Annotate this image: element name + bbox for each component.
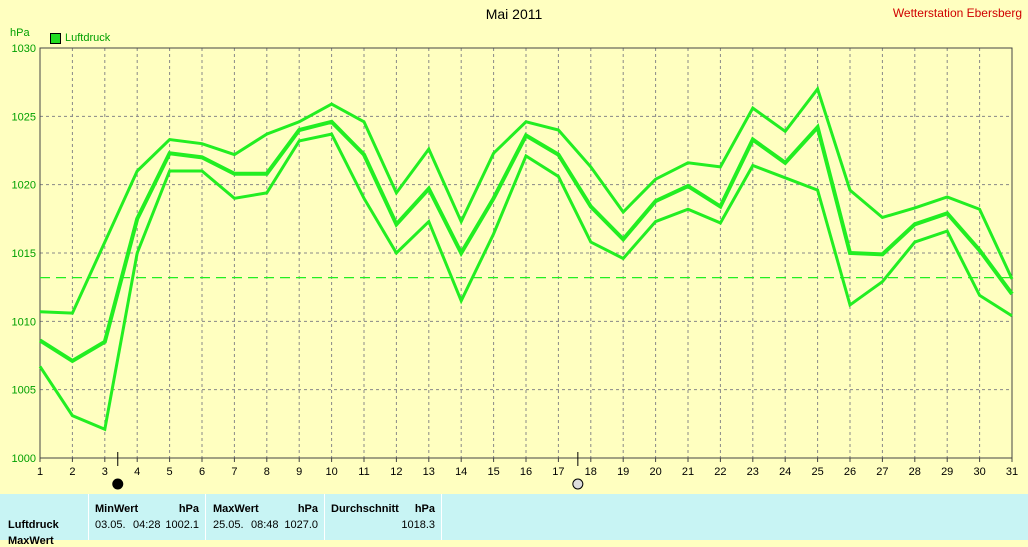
x-tick-label: 15 bbox=[487, 466, 499, 478]
x-tick-label: 1 bbox=[37, 466, 43, 478]
avg-stat-value: 1018.3 bbox=[401, 519, 435, 531]
y-tick-label: 1020 bbox=[12, 180, 36, 192]
y-tick-label: 1015 bbox=[12, 248, 36, 260]
min-stat-time: 04:28 bbox=[133, 519, 161, 531]
x-tick-label: 23 bbox=[747, 466, 759, 478]
x-tick-label: 3 bbox=[102, 466, 108, 478]
x-tick-label: 10 bbox=[325, 466, 337, 478]
x-tick-label: 29 bbox=[941, 466, 953, 478]
avg-stat-label: Durchschnitt bbox=[331, 503, 399, 515]
max-stat-value: 1027.0 bbox=[284, 519, 318, 531]
max-stat-date: 25.05. bbox=[213, 519, 244, 531]
legend[interactable]: Luftdruck bbox=[50, 32, 110, 44]
max-stat-label: MaxWert bbox=[213, 503, 259, 515]
y-tick-label: 1010 bbox=[12, 316, 36, 328]
min-stat-date: 03.05. bbox=[95, 519, 126, 531]
x-tick-label: 9 bbox=[296, 466, 302, 478]
y-tick-label: 1005 bbox=[12, 385, 36, 397]
x-tick-label: 8 bbox=[264, 466, 270, 478]
y-tick-label: 1025 bbox=[12, 111, 36, 123]
legend-label: Luftdruck bbox=[65, 32, 111, 44]
chart-title: Mai 2011 bbox=[485, 6, 543, 22]
x-tick-label: 2 bbox=[69, 466, 75, 478]
min-stat-value: 1002.1 bbox=[165, 519, 199, 531]
y-tick-label: 1030 bbox=[12, 43, 36, 55]
station-name: Wetterstation Ebersberg bbox=[892, 6, 1022, 20]
full-moon-icon bbox=[572, 478, 584, 490]
x-tick-label: 27 bbox=[876, 466, 888, 478]
x-tick-label: 12 bbox=[390, 466, 402, 478]
y-axis-unit: hPa bbox=[10, 27, 30, 39]
x-tick-label: 6 bbox=[199, 466, 205, 478]
x-tick-label: 31 bbox=[1006, 466, 1018, 478]
min-stat: MinWert hPa 03.05. 04:28 1002.1 bbox=[88, 494, 205, 540]
series-line-min bbox=[38, 132, 1013, 432]
x-tick-label: 14 bbox=[455, 466, 467, 478]
statistics-panel: Luftdruck MaxWert MinWert hPa 03.05. 04:… bbox=[0, 494, 1028, 547]
series-line-avg bbox=[38, 119, 1014, 364]
x-tick-label: 22 bbox=[714, 466, 726, 478]
row-label-luftdruck: Luftdruck bbox=[8, 519, 59, 531]
x-tick-label: 28 bbox=[909, 466, 921, 478]
series-line-max bbox=[39, 85, 1014, 315]
x-tick-label: 13 bbox=[423, 466, 435, 478]
x-tick-label: 5 bbox=[167, 466, 173, 478]
x-tick-label: 18 bbox=[585, 466, 597, 478]
x-tick-label: 7 bbox=[231, 466, 237, 478]
x-tick-label: 17 bbox=[552, 466, 564, 478]
x-tick-label: 20 bbox=[649, 466, 661, 478]
avg-stat-unit: hPa bbox=[414, 503, 435, 515]
max-stat: MaxWert hPa 25.05. 08:48 1027.0 bbox=[205, 494, 324, 540]
x-tick-label: 19 bbox=[617, 466, 629, 478]
new-moon-icon bbox=[112, 478, 124, 490]
avg-stat: Durchschnitt hPa 1018.3 bbox=[324, 494, 442, 540]
x-tick-label: 21 bbox=[682, 466, 694, 478]
row-label-maxwert: MaxWert bbox=[8, 535, 54, 547]
y-tick-label: 1000 bbox=[12, 453, 36, 465]
max-stat-unit: hPa bbox=[297, 503, 318, 515]
x-tick-label: 4 bbox=[134, 466, 140, 478]
x-tick-label: 16 bbox=[520, 466, 532, 478]
x-tick-label: 11 bbox=[358, 466, 369, 478]
min-stat-unit: hPa bbox=[178, 503, 199, 515]
max-stat-time: 08:48 bbox=[251, 519, 279, 531]
x-tick-label: 30 bbox=[973, 466, 985, 478]
x-tick-label: 25 bbox=[811, 466, 823, 478]
legend-swatch bbox=[50, 32, 61, 44]
min-stat-label: MinWert bbox=[95, 503, 139, 515]
x-tick-label: 26 bbox=[844, 466, 856, 478]
x-tick-label: 24 bbox=[779, 466, 791, 478]
